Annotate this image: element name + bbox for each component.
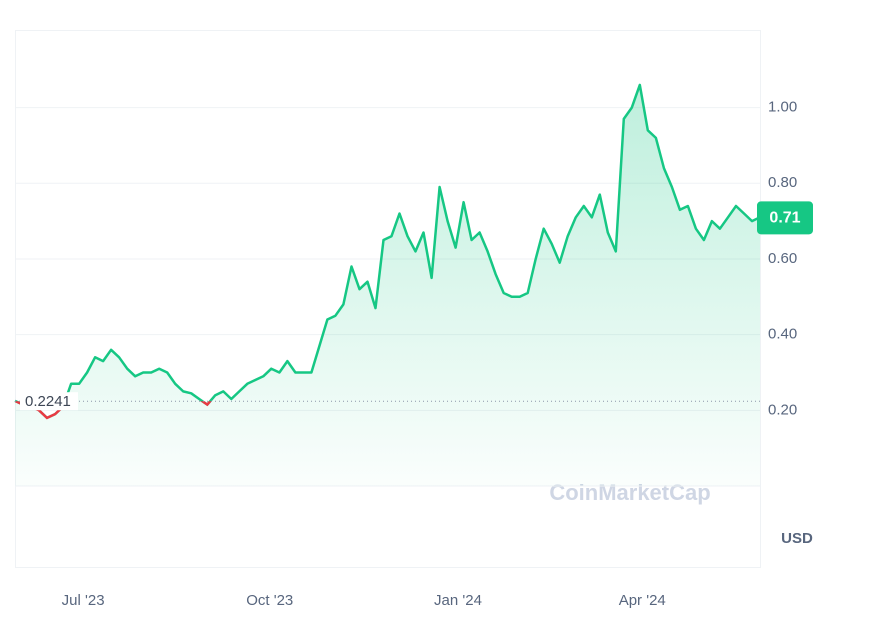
current-price-label: 0.71: [769, 210, 800, 227]
y-tick-label: 0.20: [768, 401, 797, 418]
currency-label: USD: [781, 530, 813, 547]
y-tick-label: 0.40: [768, 326, 797, 343]
plot-frame: [15, 30, 761, 568]
current-price-badge: [757, 201, 813, 235]
y-tick-label: 0.60: [768, 250, 797, 267]
baseline-label-bg: [20, 392, 78, 411]
y-tick-label: 1.00: [768, 99, 797, 116]
x-tick-label: Oct '23: [246, 592, 293, 609]
x-tick-label: Apr '24: [619, 592, 666, 609]
price-line: [14, 83, 761, 420]
baseline-label: 0.2241: [25, 393, 71, 410]
y-tick-label: 0.80: [768, 174, 797, 191]
x-tick-label: Jan '24: [434, 592, 482, 609]
price-area: [15, 84, 760, 487]
x-tick-label: Jul '23: [62, 592, 105, 609]
